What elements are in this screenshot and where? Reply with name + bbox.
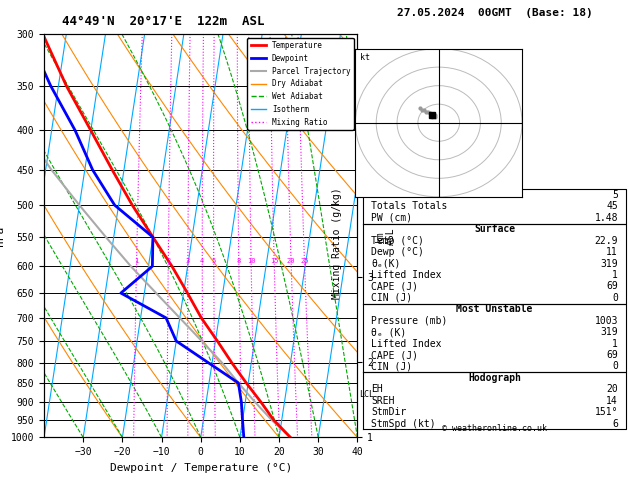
Text: 0: 0 (612, 293, 618, 303)
Text: θₑ(K): θₑ(K) (371, 259, 401, 269)
Legend: Temperature, Dewpoint, Parcel Trajectory, Dry Adiabat, Wet Adiabat, Isotherm, Mi: Temperature, Dewpoint, Parcel Trajectory… (247, 38, 353, 130)
Text: CIN (J): CIN (J) (371, 362, 412, 371)
Text: StmDir: StmDir (371, 407, 406, 417)
Text: PW (cm): PW (cm) (371, 213, 412, 223)
Text: Temp (°C): Temp (°C) (371, 236, 424, 246)
Text: 1: 1 (135, 258, 139, 263)
Text: Dewp (°C): Dewp (°C) (371, 247, 424, 257)
Text: 1: 1 (612, 270, 618, 280)
Text: 11: 11 (606, 247, 618, 257)
Text: θₑ (K): θₑ (K) (371, 327, 406, 337)
Text: 15: 15 (270, 258, 278, 263)
Text: 20: 20 (287, 258, 295, 263)
Text: 27.05.2024  00GMT  (Base: 18): 27.05.2024 00GMT (Base: 18) (397, 8, 593, 18)
Text: 1003: 1003 (594, 316, 618, 326)
Text: 8: 8 (237, 258, 241, 263)
Text: Hodograph: Hodograph (468, 373, 521, 383)
Text: 22.9: 22.9 (594, 236, 618, 246)
Text: Lifted Index: Lifted Index (371, 339, 442, 348)
Text: CAPE (J): CAPE (J) (371, 281, 418, 292)
Text: 20: 20 (606, 384, 618, 394)
Text: Totals Totals: Totals Totals (371, 202, 447, 211)
Text: 2: 2 (166, 258, 170, 263)
Text: K: K (371, 190, 377, 200)
Text: 151°: 151° (594, 407, 618, 417)
Text: 14: 14 (606, 396, 618, 406)
Text: 1: 1 (612, 339, 618, 348)
Text: LCL: LCL (359, 390, 374, 399)
Text: Pressure (mb): Pressure (mb) (371, 316, 447, 326)
Text: CAPE (J): CAPE (J) (371, 350, 418, 360)
Text: 0: 0 (612, 362, 618, 371)
Text: CIN (J): CIN (J) (371, 293, 412, 303)
X-axis label: Dewpoint / Temperature (°C): Dewpoint / Temperature (°C) (109, 463, 292, 473)
Text: 319: 319 (600, 327, 618, 337)
Y-axis label: km
ASL: km ASL (374, 227, 396, 244)
Text: 5: 5 (612, 190, 618, 200)
Text: EH: EH (371, 384, 383, 394)
Text: StmSpd (kt): StmSpd (kt) (371, 418, 436, 429)
Text: Lifted Index: Lifted Index (371, 270, 442, 280)
Text: 25: 25 (300, 258, 309, 263)
Text: SREH: SREH (371, 396, 394, 406)
Text: 69: 69 (606, 350, 618, 360)
Text: 6: 6 (612, 418, 618, 429)
Text: 10: 10 (247, 258, 255, 263)
Text: 69: 69 (606, 281, 618, 292)
Text: 4: 4 (200, 258, 204, 263)
Text: 3: 3 (186, 258, 190, 263)
Text: 5: 5 (211, 258, 216, 263)
Text: kt: kt (360, 52, 370, 62)
Text: 45: 45 (606, 202, 618, 211)
Text: Surface: Surface (474, 225, 515, 234)
Text: © weatheronline.co.uk: © weatheronline.co.uk (442, 424, 547, 434)
Text: Mixing Ratio (g/kg): Mixing Ratio (g/kg) (331, 187, 342, 299)
Text: Most Unstable: Most Unstable (456, 304, 533, 314)
Y-axis label: hPa: hPa (0, 226, 5, 246)
Text: 1.48: 1.48 (594, 213, 618, 223)
Text: 319: 319 (600, 259, 618, 269)
Text: 44°49'N  20°17'E  122m  ASL: 44°49'N 20°17'E 122m ASL (62, 15, 265, 28)
